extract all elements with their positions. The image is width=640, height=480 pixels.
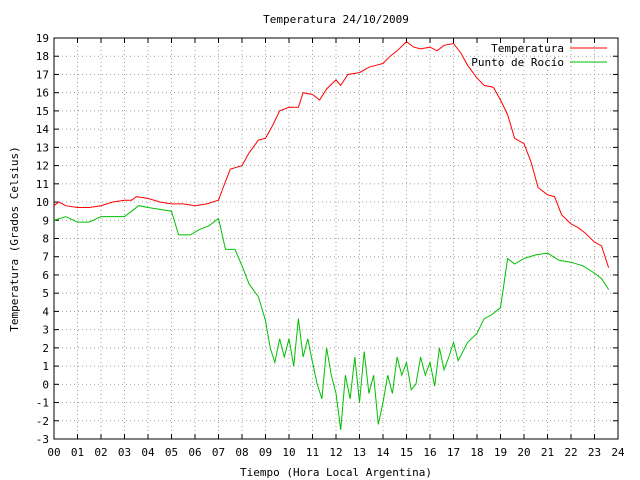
series-line-punto-de-rocio [53,205,610,430]
x-tick-label: 04 [141,446,155,459]
y-tick-label: 1 [42,360,49,373]
y-tick-label: 14 [36,123,50,136]
x-tick-label: 17 [447,446,460,459]
y-tick-label: -2 [36,415,49,428]
y-tick-label: 13 [36,141,49,154]
y-tick-label: 4 [42,305,49,318]
x-tick-label: 08 [235,446,248,459]
x-tick-label: 21 [541,446,554,459]
y-tick-label: -1 [36,397,49,410]
legend-label-punto-de-rocio: Punto de Rocío [471,56,564,69]
x-tick-label: 18 [470,446,483,459]
x-tick-label: 22 [564,446,577,459]
y-tick-label: 3 [42,324,49,337]
x-tick-label: 24 [611,446,625,459]
x-tick-label: 03 [118,446,131,459]
y-tick-label: 8 [42,233,49,246]
x-tick-label: 19 [494,446,507,459]
y-tick-label: 16 [36,87,49,100]
x-tick-label: 02 [94,446,107,459]
y-tick-label: 18 [36,50,49,63]
y-tick-label: 9 [42,214,49,227]
y-tick-label: 15 [36,105,49,118]
x-tick-label: 06 [188,446,201,459]
y-tick-label: 7 [42,251,49,264]
y-tick-label: 12 [36,160,49,173]
x-tick-label: 07 [212,446,225,459]
y-tick-label: 0 [42,378,49,391]
legend-label-temperatura: Temperatura [491,42,564,55]
x-axis-label: Tiempo (Hora Local Argentina) [240,466,432,479]
y-axis-label: Temperatura (Grados Celsius) [8,146,21,331]
series-line-temperatura [53,40,610,268]
y-tick-label: 19 [36,32,49,45]
y-tick-label: 10 [36,196,49,209]
series-lines [53,40,610,430]
x-tick-label: 05 [165,446,178,459]
y-tick-label: 17 [36,68,49,81]
x-tick-label: 23 [588,446,601,459]
x-tick-label: 20 [517,446,530,459]
y-tick-label: 5 [42,287,49,300]
x-tick-label: 13 [353,446,366,459]
y-tick-label: 11 [36,178,49,191]
y-tick-label: 6 [42,269,49,282]
y-tick-label: -3 [36,433,49,446]
x-tick-label: 16 [423,446,436,459]
x-tick-label: 11 [306,446,319,459]
legend: Temperatura Punto de Rocío [471,42,607,69]
y-tick-label: 2 [42,342,49,355]
x-tick-label: 10 [282,446,295,459]
x-tick-label: 15 [400,446,413,459]
x-tick-label: 01 [71,446,84,459]
x-tick-label: 14 [376,446,390,459]
x-tick-label: 00 [47,446,60,459]
x-tick-label: 12 [329,446,342,459]
axis-ticks: 00 01 02 03 04 05 06 07 08 09 10 11 12 13 14 15 16 17 18 19… [36,32,625,459]
grid-lines [54,38,618,439]
chart-title: Temperatura 24/10/2009 [263,13,409,26]
x-tick-label: 09 [259,446,272,459]
